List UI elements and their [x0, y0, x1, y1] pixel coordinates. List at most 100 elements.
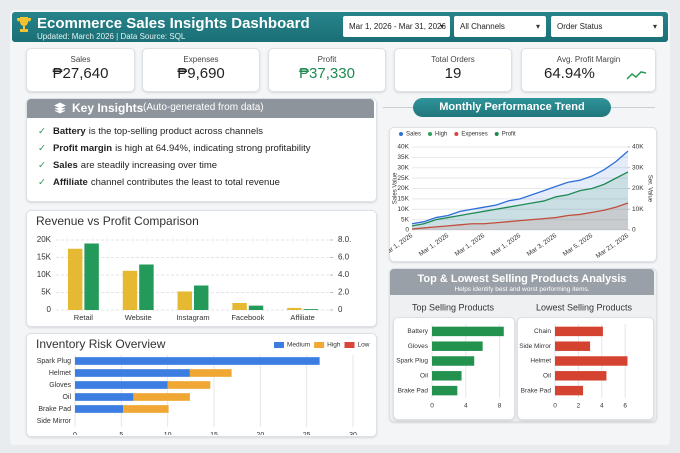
- x-tick-label: 20: [256, 432, 264, 435]
- low-products-chart: Lowest Selling Products 0 2 4 6 Chain Side Mir…: [519, 302, 632, 410]
- insights-header: [27, 99, 374, 118]
- y-tick-label: 15K: [397, 196, 409, 203]
- y2-tick-label: 30K: [632, 164, 644, 171]
- kpi-label: Total Orders: [431, 55, 475, 64]
- y-axis-title: Sales Value: [393, 172, 399, 204]
- date-filter[interactable]: Mar 1, 2026 - Mar 31, 2026: [343, 16, 450, 37]
- legend-swatch: [454, 132, 459, 136]
- trend-icon: [626, 71, 647, 80]
- bar: [432, 341, 483, 351]
- y-tick-label: Side Mirror: [37, 418, 72, 425]
- x-tick-label: 4: [600, 403, 604, 410]
- y-tick-label: Side Mirror: [519, 343, 552, 350]
- kpi-label: Profit: [317, 55, 337, 64]
- x-tick-label: Mar 1, 2026: [389, 232, 414, 258]
- area: [412, 203, 628, 230]
- bar: [555, 356, 628, 366]
- y-tick-label: 0: [47, 305, 52, 314]
- y-tick-label: Gloves: [49, 382, 71, 389]
- legend-swatch: [274, 342, 284, 348]
- bar: [133, 393, 190, 401]
- bar: [432, 356, 475, 366]
- legend-label: Expenses: [461, 132, 487, 138]
- bar: [123, 405, 169, 413]
- kpi-card: Expenses ₱9,690: [142, 48, 260, 92]
- header-subtitle: Updated: March 2026 | Data Source: SQL: [37, 32, 186, 41]
- line: [411, 202, 629, 230]
- x-tick-label: Mar 1, 2026: [454, 232, 487, 258]
- kpi-value: ₱37,330: [299, 65, 355, 82]
- bar: [432, 326, 504, 337]
- trophy-icon: [17, 17, 31, 32]
- legend-label: Medium: [287, 342, 310, 349]
- insight-text: is the top-selling product across channe…: [88, 126, 263, 137]
- x-tick-label: Affiliate: [290, 313, 314, 322]
- y-tick-label: Spark Plug: [396, 358, 428, 365]
- bar: [75, 381, 168, 389]
- insight-key: Affiliate: [52, 177, 88, 188]
- chart-title: Top Selling Products: [412, 302, 495, 312]
- legend-label: Sales: [406, 132, 421, 138]
- x-tick-label: Mar 1, 2026: [418, 232, 451, 258]
- trend-chart: 0 5K 10K 15K 20K 25K 30K 35K 40K 0 10K 20K 30K 40K Sal…: [389, 132, 652, 260]
- y2-tick-label: 20K: [632, 185, 644, 192]
- line: [411, 171, 629, 227]
- y-tick-label: Helmet: [530, 358, 551, 365]
- x-tick-label: 8: [498, 403, 502, 410]
- bar: [303, 309, 319, 310]
- bar: [555, 326, 603, 337]
- y-tick-label: Brake Pad: [521, 387, 552, 394]
- kpi-value: ₱9,690: [177, 65, 225, 82]
- y-tick-label: Oil: [543, 373, 552, 380]
- kpi-card: Total Orders 19: [394, 48, 512, 92]
- divider: [611, 107, 655, 108]
- y2-tick-label: 8.0.: [338, 235, 351, 244]
- x-tick-label: Retail: [74, 313, 94, 322]
- x-tick-label: Mar 21, 2026: [595, 232, 631, 260]
- legend-swatch: [344, 342, 355, 348]
- products-title: Top & Lowest Selling Products Analysis: [417, 273, 627, 285]
- y-tick-label: Gloves: [408, 343, 429, 350]
- top-products-chart: Top Selling Products 0 4 8 Battery Gloves Spar…: [396, 302, 504, 410]
- insight-key: Sales: [52, 160, 78, 171]
- divider: [383, 107, 413, 108]
- bar: [75, 393, 134, 401]
- insight-text: channel contributes the least to total r…: [90, 177, 280, 188]
- y-tick-label: Spark Plug: [37, 358, 71, 365]
- bar: [122, 270, 138, 310]
- legend-label: High: [435, 132, 447, 138]
- legend-swatch: [428, 132, 433, 136]
- x-tick-label: Mar 3, 2026: [526, 232, 559, 258]
- status-filter[interactable]: Order Status: [551, 16, 663, 37]
- bar: [167, 381, 211, 389]
- channel-filter[interactable]: All Channels: [454, 16, 546, 37]
- legend-label: Profit: [502, 132, 516, 138]
- bar: [67, 248, 83, 310]
- trend-title: Monthly Performance Trend: [413, 98, 611, 117]
- insights-icon: [54, 102, 66, 114]
- x-tick-label: 25: [303, 432, 311, 435]
- bar: [189, 369, 232, 377]
- x-tick-label: 5: [119, 432, 123, 435]
- y-tick-label: 10K: [37, 270, 52, 279]
- bar: [194, 285, 209, 310]
- y2-axis-title: Ser. Value: [646, 175, 652, 203]
- bar: [287, 307, 302, 310]
- x-tick-label: 2: [577, 403, 581, 410]
- x-tick-label: Website: [125, 313, 152, 322]
- bar: [139, 264, 154, 310]
- y2-tick-label: 2.0: [338, 288, 350, 297]
- y-tick-label: Oil: [62, 394, 71, 401]
- insights-note: (Auto-generated from data): [143, 102, 264, 113]
- chart-title: Revenue vs Profit Comparison: [36, 214, 199, 228]
- inventory-chart: Inventory Risk Overview 0 5 10 15 20 25 30 Spark…: [36, 337, 370, 435]
- legend-swatch: [314, 342, 325, 348]
- area: [412, 171, 628, 230]
- y-tick-label: 0: [405, 227, 409, 234]
- y2-tick-label: 4.0: [338, 270, 350, 279]
- kpi-label: Sales: [70, 55, 91, 64]
- legend-label: Low: [358, 342, 370, 349]
- x-tick-label: Mar 5, 2026: [562, 232, 595, 258]
